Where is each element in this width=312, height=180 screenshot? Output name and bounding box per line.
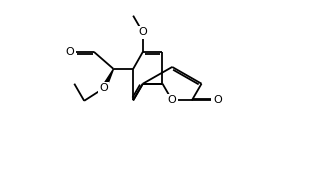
Text: O: O: [214, 95, 222, 105]
Text: O: O: [100, 83, 108, 93]
Text: O: O: [168, 95, 177, 105]
Polygon shape: [102, 69, 114, 89]
Text: O: O: [66, 47, 75, 57]
Text: O: O: [139, 27, 147, 37]
